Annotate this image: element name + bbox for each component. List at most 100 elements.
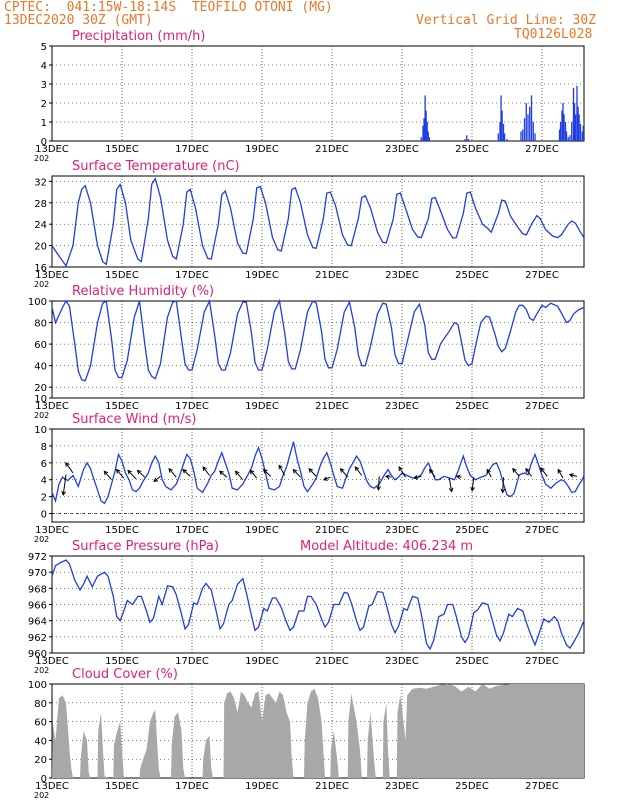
- wind-arrowhead: [384, 474, 390, 480]
- wind-vector: [249, 470, 258, 479]
- y-tick-label: 962: [28, 633, 47, 644]
- precip-bar: [427, 131, 429, 141]
- precip-bar: [497, 133, 499, 141]
- precip-bar: [523, 118, 526, 141]
- x-tick-label: 15DEC: [105, 270, 139, 281]
- x-tick-label: 27DEC: [525, 656, 559, 667]
- precip-bar: [561, 110, 563, 141]
- station-info: CPTEC: 041:15W-18:14S TEOFILO OTONI (MG): [4, 0, 333, 15]
- panel-title: Relative Humidity (%): [72, 284, 214, 299]
- precip-bar: [500, 95, 502, 141]
- temp-line: [51, 177, 585, 268]
- precip-bar: [423, 118, 425, 141]
- precip-bar: [574, 114, 577, 141]
- y-tick-label: 0: [41, 774, 47, 785]
- panel-pressure: 13DEC 15DEC 17DEC 19DEC 21DEC 23DEC 25DEC 27DEC…: [28, 539, 585, 675]
- wind-arrowhead: [292, 468, 298, 474]
- wind-arrowhead: [262, 468, 268, 474]
- x-tick-label: 27DEC: [525, 270, 559, 281]
- wind-vector: [486, 469, 492, 478]
- panel-title: Surface Pressure (hPa): [72, 539, 219, 554]
- wind-arrowhead: [249, 469, 255, 475]
- wind-vector: [323, 476, 331, 481]
- wind-vector: [413, 475, 422, 479]
- x-tick-label: 13DEC: [35, 525, 69, 536]
- precip-bar: [565, 131, 568, 141]
- precip-bar: [558, 129, 561, 141]
- x-tick-label: 27DEC: [525, 525, 559, 536]
- y-tick-label: 6: [41, 459, 47, 470]
- x-tick-label: 21DEC: [315, 781, 349, 792]
- precip-bar: [466, 135, 468, 141]
- panel-wind: 13DEC 15DEC 17DEC 19DEC 21DEC 23DEC 25DEC 27DEC…: [34, 412, 585, 544]
- precip-bar: [562, 103, 564, 141]
- x-tick-label: 23DEC: [385, 656, 419, 667]
- x-tick-label: 27DEC: [525, 401, 559, 412]
- panel-cloud: 13DEC 15DEC 17DEC 19DEC 21DEC 23DEC 25DEC 27DEC…: [28, 667, 585, 800]
- y-tick-label: 970: [28, 568, 47, 579]
- x-tick-label: 27DEC: [525, 144, 559, 155]
- x-tick-label: 21DEC: [315, 525, 349, 536]
- wind-arrowhead: [202, 466, 207, 472]
- y-tick-label: 80: [34, 699, 47, 710]
- x-tick-label: 19DEC: [245, 525, 279, 536]
- wind-arrowhead: [153, 477, 159, 483]
- wind-arrowhead: [308, 467, 314, 473]
- y-tick-label: 5: [41, 42, 47, 53]
- wind-arrowhead: [568, 473, 574, 478]
- x-tick-label: 17DEC: [175, 525, 209, 536]
- precip-bar: [520, 131, 522, 141]
- x-tick-label: 25DEC: [455, 401, 489, 412]
- y-tick-label: 2: [41, 99, 47, 110]
- y-tick-label: 964: [28, 617, 47, 628]
- wind-arrowhead: [115, 468, 121, 474]
- wind-vector: [235, 470, 244, 481]
- y-tick-label: 32: [34, 177, 47, 188]
- precip-bar: [530, 95, 533, 141]
- precip-bar: [422, 125, 424, 141]
- x-tick-label: 19DEC: [245, 401, 279, 412]
- y-tick-label: 20: [34, 383, 47, 394]
- y-tick-label: 0: [41, 137, 47, 148]
- x-tick-label: 15DEC: [105, 401, 139, 412]
- precip-bar: [567, 137, 569, 141]
- x-tick-label: 23DEC: [385, 781, 419, 792]
- x-year-label: 202: [34, 411, 49, 420]
- precip-bar: [559, 122, 562, 141]
- chart-header: CPTEC: 041:15W-18:14S TEOFILO OTONI (MG)…: [0, 0, 618, 45]
- x-tick-label: 19DEC: [245, 781, 279, 792]
- x-tick-label: 15DEC: [105, 144, 139, 155]
- precip-bar: [501, 110, 503, 141]
- wind-vector: [398, 466, 406, 478]
- cloud-cover-area: [52, 684, 584, 778]
- panel-frame: [51, 45, 585, 142]
- wind-vector: [137, 470, 146, 478]
- wind-arrowhead: [61, 491, 66, 496]
- y-tick-label: 100: [28, 680, 47, 691]
- x-tick-label: 23DEC: [385, 525, 419, 536]
- wind-vector: [471, 477, 475, 491]
- precip-bar: [563, 114, 565, 141]
- precip-bar: [578, 114, 580, 141]
- precip-bar: [576, 85, 578, 141]
- precip-bar: [424, 95, 426, 141]
- y-tick-label: 80: [34, 319, 47, 330]
- wind-vector: [153, 475, 161, 482]
- x-year-label: 202: [34, 154, 49, 163]
- model-code: TQ0126L028: [514, 27, 593, 42]
- wind-vector: [168, 468, 177, 478]
- x-tick-label: 17DEC: [175, 270, 209, 281]
- x-tick-label: 15DEC: [105, 781, 139, 792]
- wind-arrowhead: [168, 467, 173, 473]
- precip-bar: [572, 87, 575, 141]
- x-tick-label: 19DEC: [245, 144, 279, 155]
- wind-arrowhead: [512, 467, 517, 473]
- grid-note: Vertical Grid Line: 30Z: [416, 13, 597, 28]
- x-tick-label: 13DEC: [35, 781, 69, 792]
- run-time: 13DEC2020 30Z (GMT): [4, 13, 153, 28]
- wind-vector: [116, 469, 125, 479]
- wind-vector: [278, 465, 286, 476]
- wind-arrowhead: [103, 470, 109, 476]
- y-tick-label: 0: [41, 510, 47, 521]
